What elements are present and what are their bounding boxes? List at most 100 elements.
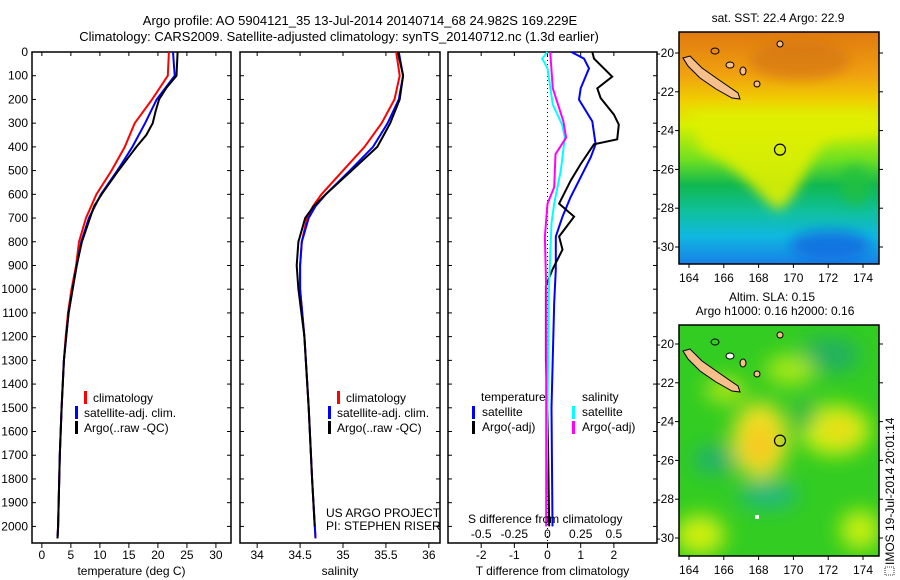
legend-label: climatology (93, 391, 153, 405)
lon-tick-label: 172 (818, 563, 838, 577)
y-tick-label: 600 (8, 187, 28, 201)
legend-label: Argo(-adj) (582, 420, 635, 434)
x-tick-label: 35.5 (374, 548, 398, 562)
legend-swatch-climatology (337, 391, 340, 404)
legend-label: satellite (482, 405, 523, 419)
sla-map-subtitle: Argo h1000: 0.16 h2000: 0.16 (696, 304, 855, 318)
argo-float-marker (773, 143, 787, 156)
timestamp-stamp: IMOS 19-Jul-2014 20:01:14 (883, 417, 897, 576)
island-outline (755, 515, 759, 519)
x-tick-label: 34.5 (288, 548, 312, 562)
y-tick-label: 800 (8, 235, 28, 249)
sst-map-overlay (678, 31, 880, 265)
series-line-argo-raw-qc- (295, 51, 405, 527)
y-tick-label: 1200 (1, 330, 28, 344)
series-line-salinity-argo-adj- (543, 51, 568, 527)
legend-label: satellite (582, 405, 623, 419)
temperature-legend: climatology satellite-adj. clim. Argo(..… (75, 391, 176, 435)
legend-header-salinity: salinity (582, 390, 619, 404)
island-outline (776, 40, 784, 48)
argo-float-marker (773, 434, 787, 447)
y-tick-label: 1700 (1, 448, 28, 462)
legend-swatch-argo (75, 421, 78, 434)
plot-frame (239, 51, 441, 544)
credit-pi: PI: STEPHEN RISER (326, 519, 441, 533)
sla-map-overlay (678, 324, 880, 557)
x-tick-label: 10 (93, 548, 107, 562)
legend-label: Argo(-adj) (482, 420, 535, 434)
s-difference-axis-label: S difference from climatology (468, 512, 623, 526)
timestamp-label: IMOS 19-Jul-2014 20:01:14 (883, 417, 897, 565)
panel-salinity: 34 34.5 35 35.5 36 salinity (239, 51, 441, 578)
x-tick-label: 2 (611, 548, 618, 562)
lat-tick-label: -22 (657, 85, 675, 99)
lat-tick-label: -22 (657, 376, 675, 390)
legend-swatch-argo (328, 421, 331, 434)
y-tick-label: 1600 (1, 425, 28, 439)
y-tick-label: 1500 (1, 401, 28, 415)
x-tick-label: 0 (39, 548, 46, 562)
x-axis-label: temperature (deg C) (77, 564, 185, 578)
x-tick-label: 5 (68, 548, 75, 562)
lat-tick-label: -30 (657, 531, 675, 545)
lon-tick-label: 174 (853, 563, 873, 577)
panel-difference: -2 -1 0 1 2 -0.5 -0.25 0 0.25 0.5 T difference fro… (447, 51, 658, 578)
plot-frame (447, 51, 658, 544)
sst-map (679, 32, 879, 264)
lat-tick-label: -20 (657, 337, 675, 351)
lat-tick-label: -30 (657, 240, 675, 254)
island-outline (710, 47, 720, 55)
legend-label: satellite-adj. clim. (337, 406, 429, 420)
legend-swatch-s-argo (572, 421, 575, 434)
y-tick-label: 1000 (1, 282, 28, 296)
y-tick-label: 1100 (2, 306, 28, 320)
lat-tick-label: -28 (657, 492, 675, 506)
x-tick-label: -2 (476, 548, 487, 562)
s-tick-label: 0.5 (606, 527, 623, 541)
y-tick-label: 500 (8, 164, 28, 178)
x-axis-label: T difference from climatology (476, 564, 630, 578)
x-axis-label: salinity (322, 564, 359, 578)
x-tick-label: 0 (544, 548, 551, 562)
legend-swatch-satellite (328, 406, 331, 419)
y-tick-label: 300 (8, 116, 28, 130)
lon-tick-label: 170 (783, 271, 803, 285)
s-tick-label: 0 (544, 527, 551, 541)
lon-tick-label: 166 (714, 563, 734, 577)
legend-header-temperature: temperature (481, 390, 546, 404)
imos-logo-icon (884, 566, 895, 576)
sla-map-title: Altim. SLA: 0.15 (729, 290, 815, 304)
series-line-temperature-satellite (550, 51, 597, 527)
x-tick-label: 1 (577, 548, 584, 562)
lon-tick-label: 168 (749, 271, 769, 285)
new-caledonia-land (682, 348, 741, 393)
y-tick-label: 1300 (1, 353, 28, 367)
lon-tick-label: 172 (818, 271, 838, 285)
legend-swatch-climatology (84, 391, 87, 404)
lon-tick-label: 166 (714, 271, 734, 285)
lon-tick-label: 164 (679, 271, 699, 285)
difference-legend: temperature salinity satellite Argo(-adj… (472, 390, 635, 434)
island-outline (753, 80, 761, 88)
series-line-climatology (299, 51, 401, 539)
legend-label: satellite-adj. clim. (84, 406, 176, 420)
lat-tick-label: -24 (657, 415, 675, 429)
s-tick-label: -0.25 (501, 527, 529, 541)
y-tick-label: 700 (8, 211, 28, 225)
legend-swatch-t-argo (472, 421, 475, 434)
island-outline (710, 338, 720, 346)
sst-map-title: sat. SST: 22.4 Argo: 22.9 (712, 11, 845, 25)
new-caledonia-land (682, 55, 741, 100)
title-line-1: Argo profile: AO 5904121_35 13-Jul-2014 … (143, 13, 578, 28)
title-line-2: Climatology: CARS2009. Satellite-adjuste… (79, 29, 599, 44)
y-tick-label: 1400 (1, 377, 28, 391)
lat-tick-label: -26 (657, 162, 675, 176)
lat-tick-label: -26 (657, 453, 675, 467)
x-tick-label: -1 (509, 548, 520, 562)
x-tick-label: 35 (336, 548, 350, 562)
plot-frame (31, 51, 232, 544)
y-tick-label: 2000 (1, 519, 28, 533)
y-tick-label: 900 (8, 258, 28, 272)
lat-tick-label: -24 (657, 124, 675, 138)
